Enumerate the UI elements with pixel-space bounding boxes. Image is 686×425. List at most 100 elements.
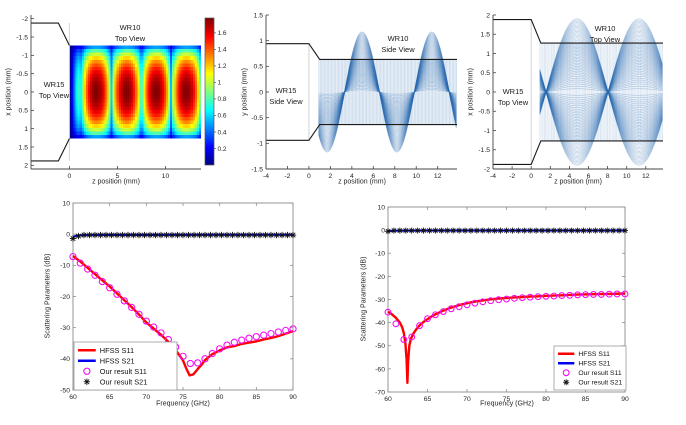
svg-text:-2: -2: [284, 173, 290, 180]
svg-text:10: 10: [162, 173, 170, 180]
colorbar-tick-label: 0.6: [218, 113, 227, 120]
svg-text:-20: -20: [60, 294, 70, 301]
svg-text:-1: -1: [484, 128, 490, 135]
svg-text:0.5: 0.5: [19, 108, 29, 115]
svg-text:-30: -30: [60, 325, 70, 332]
svg-text:0.5: 0.5: [254, 64, 264, 71]
svg-text:75: 75: [179, 394, 187, 401]
svg-text:Our result S11: Our result S11: [100, 367, 147, 376]
svg-text:HFSS S21: HFSS S21: [578, 361, 610, 368]
svg-text:Our result S21: Our result S21: [100, 377, 148, 386]
axis-label-y-plot1: x position (mm): [5, 68, 13, 116]
annotation-wr15-plot3: WR15 Top View: [497, 87, 529, 107]
svg-text:HFSS S11: HFSS S11: [578, 351, 610, 358]
heatmap-canvas: [31, 15, 201, 169]
svg-text:8: 8: [393, 173, 397, 180]
svg-text:-30: -30: [375, 297, 385, 304]
svg-text:-2: -2: [484, 166, 490, 173]
series-our-result-s21: [385, 227, 628, 235]
svg-text:65: 65: [106, 394, 114, 401]
waveguide-outline: [266, 124, 457, 141]
legend-item-our-result-s21: Our result S21: [83, 377, 148, 386]
svg-text:10: 10: [412, 173, 420, 180]
svg-text:-1.5: -1.5: [478, 147, 490, 154]
svg-text:HFSS S21: HFSS S21: [100, 356, 135, 365]
svg-text:1: 1: [259, 38, 263, 45]
svg-text:90: 90: [289, 394, 297, 401]
axis-label-y-plot3: x position (mm): [467, 68, 475, 116]
svg-text:70: 70: [463, 396, 471, 403]
svg-text:80: 80: [542, 396, 550, 403]
axes-field-lines-side-view: -4 -2 0 2 4 6 8 10 12 -1.5 -1 -0.5 0 0.5 1 1.5: [251, 12, 457, 180]
svg-text:-0.5: -0.5: [251, 115, 263, 122]
colorbar-canvas: [205, 18, 214, 165]
svg-text:Our result S21: Our result S21: [578, 380, 622, 387]
svg-text:60: 60: [69, 394, 77, 401]
svg-text:10: 10: [623, 173, 631, 180]
svg-text:-70: -70: [375, 389, 385, 396]
svg-text:-20: -20: [375, 274, 385, 281]
colorbar-tick-label: 0.2: [218, 146, 227, 153]
svg-text:6: 6: [587, 173, 591, 180]
colorbar-tick-label: 1.4: [218, 47, 227, 54]
svg-text:-60: -60: [375, 366, 385, 373]
svg-text:10: 10: [377, 204, 385, 211]
waveguide-outline: [493, 19, 663, 44]
colorbar-tick-label: 0.8: [218, 96, 227, 103]
svg-text:-1: -1: [257, 141, 263, 148]
annotation-wr10-plot1: WR10 Top View: [114, 23, 146, 43]
axis-label-x-plot3: z position (mm): [554, 178, 602, 186]
axis-label-x-plot5: Frequency (GHz): [480, 400, 534, 408]
svg-text:75: 75: [503, 396, 511, 403]
svg-text:-10: -10: [375, 251, 385, 258]
svg-text:Our result S11: Our result S11: [578, 370, 622, 377]
svg-text:5: 5: [116, 173, 120, 180]
svg-text:0: 0: [486, 89, 490, 96]
annotation-wr15-plot1: WR15 Top View: [38, 80, 70, 100]
waveguide-outline: [31, 138, 70, 162]
annotation-wr15-plot2: WR15 Side View: [269, 86, 303, 106]
svg-text:65: 65: [424, 396, 432, 403]
colorbar-tick-label: 0.4: [218, 129, 227, 136]
legend-item-hfss-s11: HFSS S11: [558, 351, 610, 358]
svg-text:0: 0: [66, 232, 70, 239]
svg-text:2: 2: [328, 173, 332, 180]
series-hfss-s11: [387, 292, 626, 384]
legend-item-hfss-s11: HFSS S11: [78, 346, 134, 355]
waveguide-outline: [266, 43, 457, 60]
svg-text:1: 1: [486, 51, 490, 58]
annotation-wr10-plot3: WR10 Top View: [589, 24, 621, 44]
svg-text:0: 0: [68, 173, 72, 180]
series-our-result-s21: [69, 231, 297, 242]
svg-text:-50: -50: [375, 343, 385, 350]
colorbar-tick-label: 1: [218, 80, 222, 87]
svg-text:HFSS S11: HFSS S11: [100, 346, 134, 355]
svg-text:-2: -2: [22, 16, 28, 23]
axis-label-y-plot4: Scattering Parameters (dB): [44, 253, 52, 339]
svg-text:-1: -1: [22, 53, 28, 60]
svg-text:-50: -50: [60, 387, 70, 394]
svg-text:1: 1: [24, 126, 28, 133]
svg-text:4: 4: [350, 173, 354, 180]
svg-text:0: 0: [24, 89, 28, 96]
svg-text:90: 90: [621, 396, 629, 403]
axis-label-x-plot4: Frequency (GHz): [156, 400, 210, 408]
svg-text:70: 70: [143, 394, 151, 401]
svg-text:-4: -4: [263, 173, 269, 180]
legend-item-hfss-s21: HFSS S21: [558, 361, 611, 368]
svg-text:0.5: 0.5: [481, 70, 491, 77]
svg-text:-1.5: -1.5: [251, 166, 263, 173]
svg-text:0: 0: [529, 173, 533, 180]
svg-text:-10: -10: [60, 263, 70, 270]
svg-text:0: 0: [381, 228, 385, 235]
legend-item-our-result-s11: Our result S11: [562, 369, 622, 377]
legend: HFSS S11 HFSS S21 Our result S11 Our result…: [553, 345, 627, 391]
side-view-rays-canvas: [266, 15, 457, 169]
svg-text:60: 60: [384, 396, 392, 403]
colorbar-tick-label: 1.2: [218, 63, 227, 70]
axes-s-parameters-taper-1: 60 65 70 75 80 85 90 10 0 -10 -20 -30 -40 -50: [60, 200, 297, 401]
svg-text:-1.5: -1.5: [16, 34, 28, 41]
svg-text:2: 2: [486, 12, 490, 19]
